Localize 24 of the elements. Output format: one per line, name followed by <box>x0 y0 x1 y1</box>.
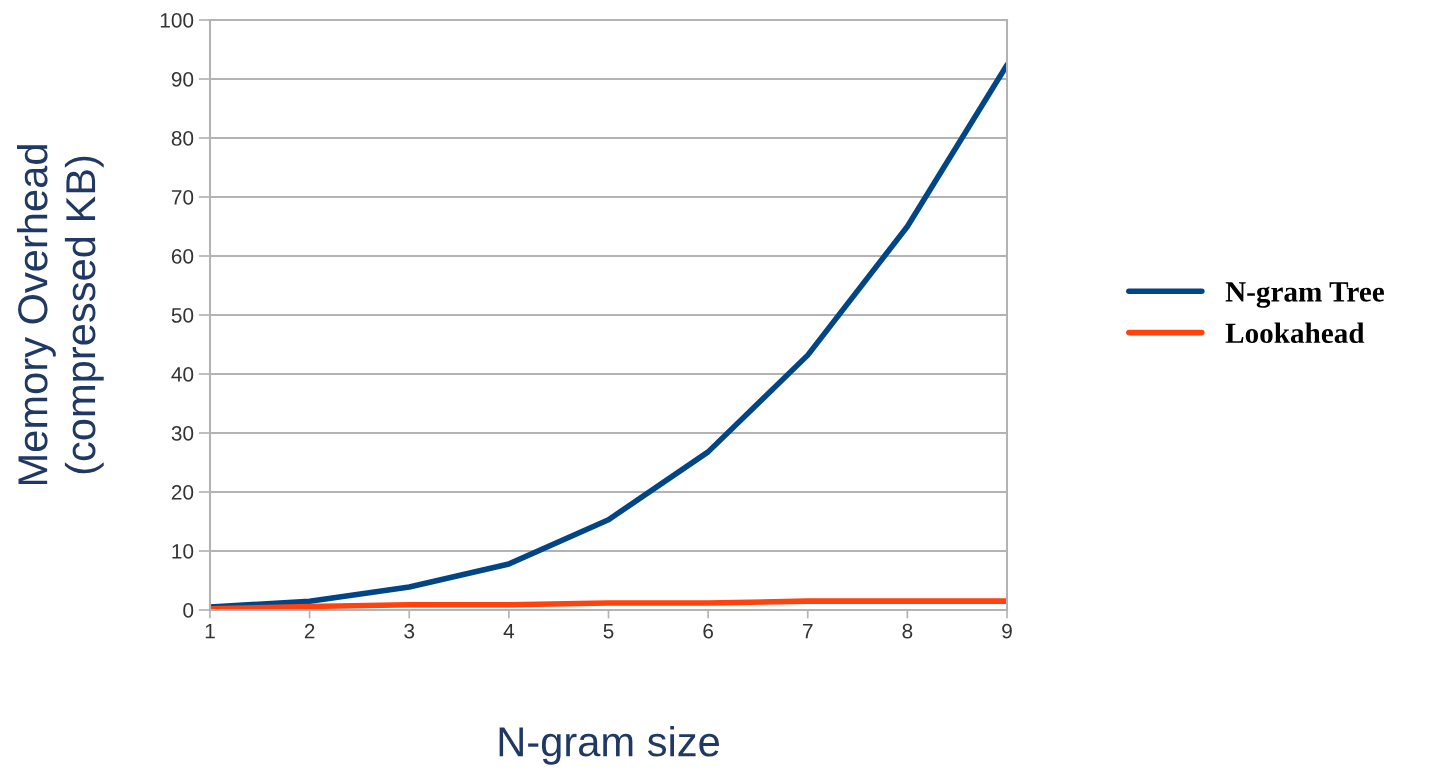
y-tick-label: 90 <box>171 72 194 87</box>
x-tick-label: 8 <box>902 623 913 639</box>
x-tick-label: 3 <box>404 623 415 639</box>
x-tick-label: 4 <box>503 623 515 639</box>
y-tick-label: 50 <box>171 308 194 323</box>
y-tick-label: 30 <box>171 426 194 441</box>
y-tick-label: 60 <box>171 249 194 264</box>
y-tick-label: 0 <box>183 603 194 618</box>
y-tick-label: 40 <box>171 367 194 382</box>
y-tick-label: 100 <box>160 13 194 28</box>
y-tick-label: 10 <box>172 544 194 559</box>
x-tick-label: 5 <box>603 623 614 639</box>
x-tick-label: 6 <box>703 623 713 639</box>
legend-label: N-gram Tree <box>1225 282 1384 308</box>
x-tick-label: 2 <box>304 623 315 639</box>
x-tick-label: 1 <box>205 623 215 639</box>
y-axis-title: Memory Overhead (compressed KB) <box>16 145 104 485</box>
y-tick-label: 20 <box>171 485 194 500</box>
x-axis-title: N-gram size <box>499 725 719 765</box>
y-tick-label: 80 <box>171 131 194 146</box>
y-tick-label: 70 <box>171 190 194 205</box>
legend-label: Lookahead <box>1225 322 1365 344</box>
x-tick-label: 9 <box>1002 623 1012 639</box>
x-tick-label: 7 <box>803 623 813 639</box>
